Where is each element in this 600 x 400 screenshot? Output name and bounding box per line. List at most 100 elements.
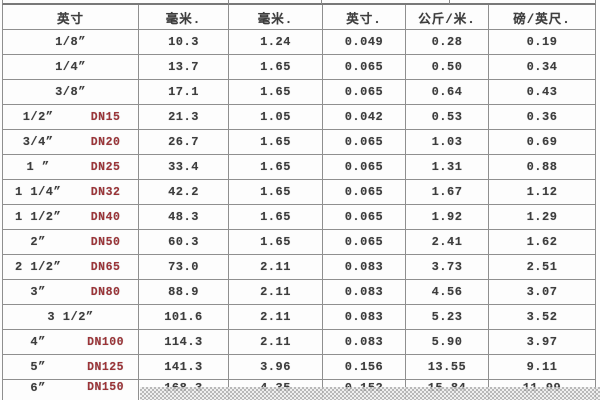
dithered-gray-band [140, 387, 600, 400]
value-cell-wall_mm: 1.65 [229, 55, 323, 79]
size-cell: 1/8” [3, 30, 139, 54]
value-cell-od_mm: 88.9 [139, 280, 229, 304]
value-cell-lb_ft: 2.51 [526, 260, 558, 274]
dn-designation-label: DN15 [90, 110, 121, 124]
value-cell-od_mm: 26.7 [139, 130, 229, 154]
table-row: 1/8” 10.3 1.24 0.049 0.28 0.19 [3, 30, 595, 55]
value-cell-wall_in: 0.156 [323, 355, 406, 379]
column-line-remnant [449, 0, 450, 4]
value-cell-od_mm: 141.3 [139, 355, 229, 379]
value-cell-kg_m: 1.92 [406, 205, 489, 229]
inch-size-label: 1/2” [22, 110, 54, 124]
value-cell-kg_m: 0.53 [406, 105, 489, 129]
value-cell-lb_ft: 0.88 [526, 160, 558, 174]
table-row: 2” DN50 60.3 1.65 0.065 2.41 1.62 [3, 230, 595, 255]
value-cell-kg_m: 0.28 [406, 30, 489, 54]
value-cell-od_mm: 48.3 [139, 205, 229, 229]
table-row: 5” DN125 141.3 3.96 0.156 13.55 9.11 [3, 355, 595, 380]
value-cell-wall_in: 0.049 [323, 30, 406, 54]
value-cell-kg_m: 13.55 [406, 355, 489, 379]
table-row: 3/8” 17.1 1.65 0.065 0.64 0.43 [3, 80, 595, 105]
value-cell-wall_in: 0.083 [323, 330, 406, 354]
column-header: 英寸. [323, 5, 406, 29]
dn-designation-label: DN80 [90, 285, 121, 299]
table-row: 3” DN80 88.9 2.11 0.083 4.56 3.07 [3, 280, 595, 305]
size-cell: 5” DN125 [3, 355, 139, 379]
value-cell-wall_mm: 2.11 [229, 330, 323, 354]
inch-size-label: 3/4” [22, 135, 54, 149]
inch-size-label: 3” [30, 285, 46, 299]
dn-designation-label: DN20 [90, 135, 121, 149]
dn-designation-label: DN65 [90, 260, 121, 274]
inch-size-label: 4” [30, 335, 46, 349]
dn-designation-label: DN32 [90, 185, 121, 199]
table-row: 1 1/4” DN32 42.2 1.65 0.065 1.67 1.12 [3, 180, 595, 205]
size-cell: 1/2” DN15 [3, 105, 139, 129]
inch-size-label: 3 1/2” [47, 310, 94, 324]
size-cell: 6” DN150 [3, 380, 139, 400]
value-cell-od_mm: 33.4 [139, 155, 229, 179]
column-header: 毫米. [229, 5, 323, 29]
table-row: 2 1/2” DN65 73.0 2.11 0.083 3.73 2.51 [3, 255, 595, 280]
cutoff-row-sliver [2, 0, 596, 5]
value-cell-wall_in: 0.083 [323, 280, 406, 304]
column-line-remnant [228, 0, 229, 4]
value-cell-lb_ft: 1.12 [526, 185, 558, 199]
value-cell-wall_in: 0.065 [323, 155, 406, 179]
column-header: 磅/英尺. [513, 12, 571, 27]
value-cell-od_mm: 13.7 [139, 55, 229, 79]
size-cell: 3 1/2” [3, 305, 139, 329]
value-cell-kg_m: 4.56 [406, 280, 489, 304]
value-cell-kg_m: 1.67 [406, 180, 489, 204]
value-cell-lb_ft: 0.69 [526, 135, 558, 149]
inch-size-label: 5” [30, 360, 46, 374]
value-cell-kg_m: 3.73 [406, 255, 489, 279]
dn-designation-label: DN25 [90, 160, 121, 174]
table-row: 3/4” DN20 26.7 1.65 0.065 1.03 0.69 [3, 130, 595, 155]
column-line-remnant [321, 0, 322, 4]
value-cell-lb_ft: 3.52 [526, 310, 558, 324]
value-cell-wall_mm: 1.65 [229, 205, 323, 229]
value-cell-wall_in: 0.065 [323, 80, 406, 104]
value-cell-lb_ft: 0.43 [526, 85, 558, 99]
value-cell-wall_mm: 2.11 [229, 255, 323, 279]
value-cell-kg_m: 0.64 [406, 80, 489, 104]
value-cell-lb_ft: 0.36 [526, 110, 558, 124]
table-row: 3 1/2” 101.6 2.11 0.083 5.23 3.52 [3, 305, 595, 330]
inch-size-label: 1/4” [55, 60, 86, 74]
value-cell-od_mm: 114.3 [139, 330, 229, 354]
value-cell-lb_ft: 1.62 [526, 235, 558, 249]
inch-size-label: 3/8” [55, 85, 86, 99]
value-cell-od_mm: 73.0 [139, 255, 229, 279]
table-row: 4” DN100 114.3 2.11 0.083 5.90 3.97 [3, 330, 595, 355]
value-cell-kg_m: 5.23 [406, 305, 489, 329]
value-cell-kg_m: 0.50 [406, 55, 489, 79]
column-header: 毫米. [139, 5, 229, 29]
value-cell-wall_in: 0.065 [323, 230, 406, 254]
column-header: 英寸 [3, 5, 139, 29]
value-cell-wall_mm: 1.65 [229, 155, 323, 179]
value-cell-lb_ft: 1.29 [526, 210, 558, 224]
value-cell-wall_in: 0.065 [323, 205, 406, 229]
value-cell-wall_in: 0.065 [323, 130, 406, 154]
value-cell-kg_m: 1.31 [406, 155, 489, 179]
size-cell: 1 1/2” DN40 [3, 205, 139, 229]
size-cell: 3/4” DN20 [3, 130, 139, 154]
value-cell-od_mm: 10.3 [139, 30, 229, 54]
inch-size-label: 1 1/4” [14, 185, 62, 199]
value-cell-wall_in: 0.042 [323, 105, 406, 129]
value-cell-wall_mm: 3.96 [229, 355, 323, 379]
value-cell-wall_in: 0.065 [323, 55, 406, 79]
inch-size-label: 2 1/2” [14, 260, 62, 274]
value-cell-kg_m: 2.41 [406, 230, 489, 254]
value-cell-lb_ft: 3.97 [526, 335, 558, 349]
dn-designation-label: DN150 [87, 381, 125, 394]
value-cell-wall_mm: 2.11 [229, 280, 323, 304]
value-cell-od_mm: 60.3 [139, 230, 229, 254]
value-cell-od_mm: 17.1 [139, 80, 229, 104]
value-cell-wall_mm: 2.11 [229, 305, 323, 329]
size-cell: 1/4” [3, 55, 139, 79]
value-cell-wall_mm: 1.65 [229, 130, 323, 154]
table-row: 1 1/2” DN40 48.3 1.65 0.065 1.92 1.29 [3, 205, 595, 230]
